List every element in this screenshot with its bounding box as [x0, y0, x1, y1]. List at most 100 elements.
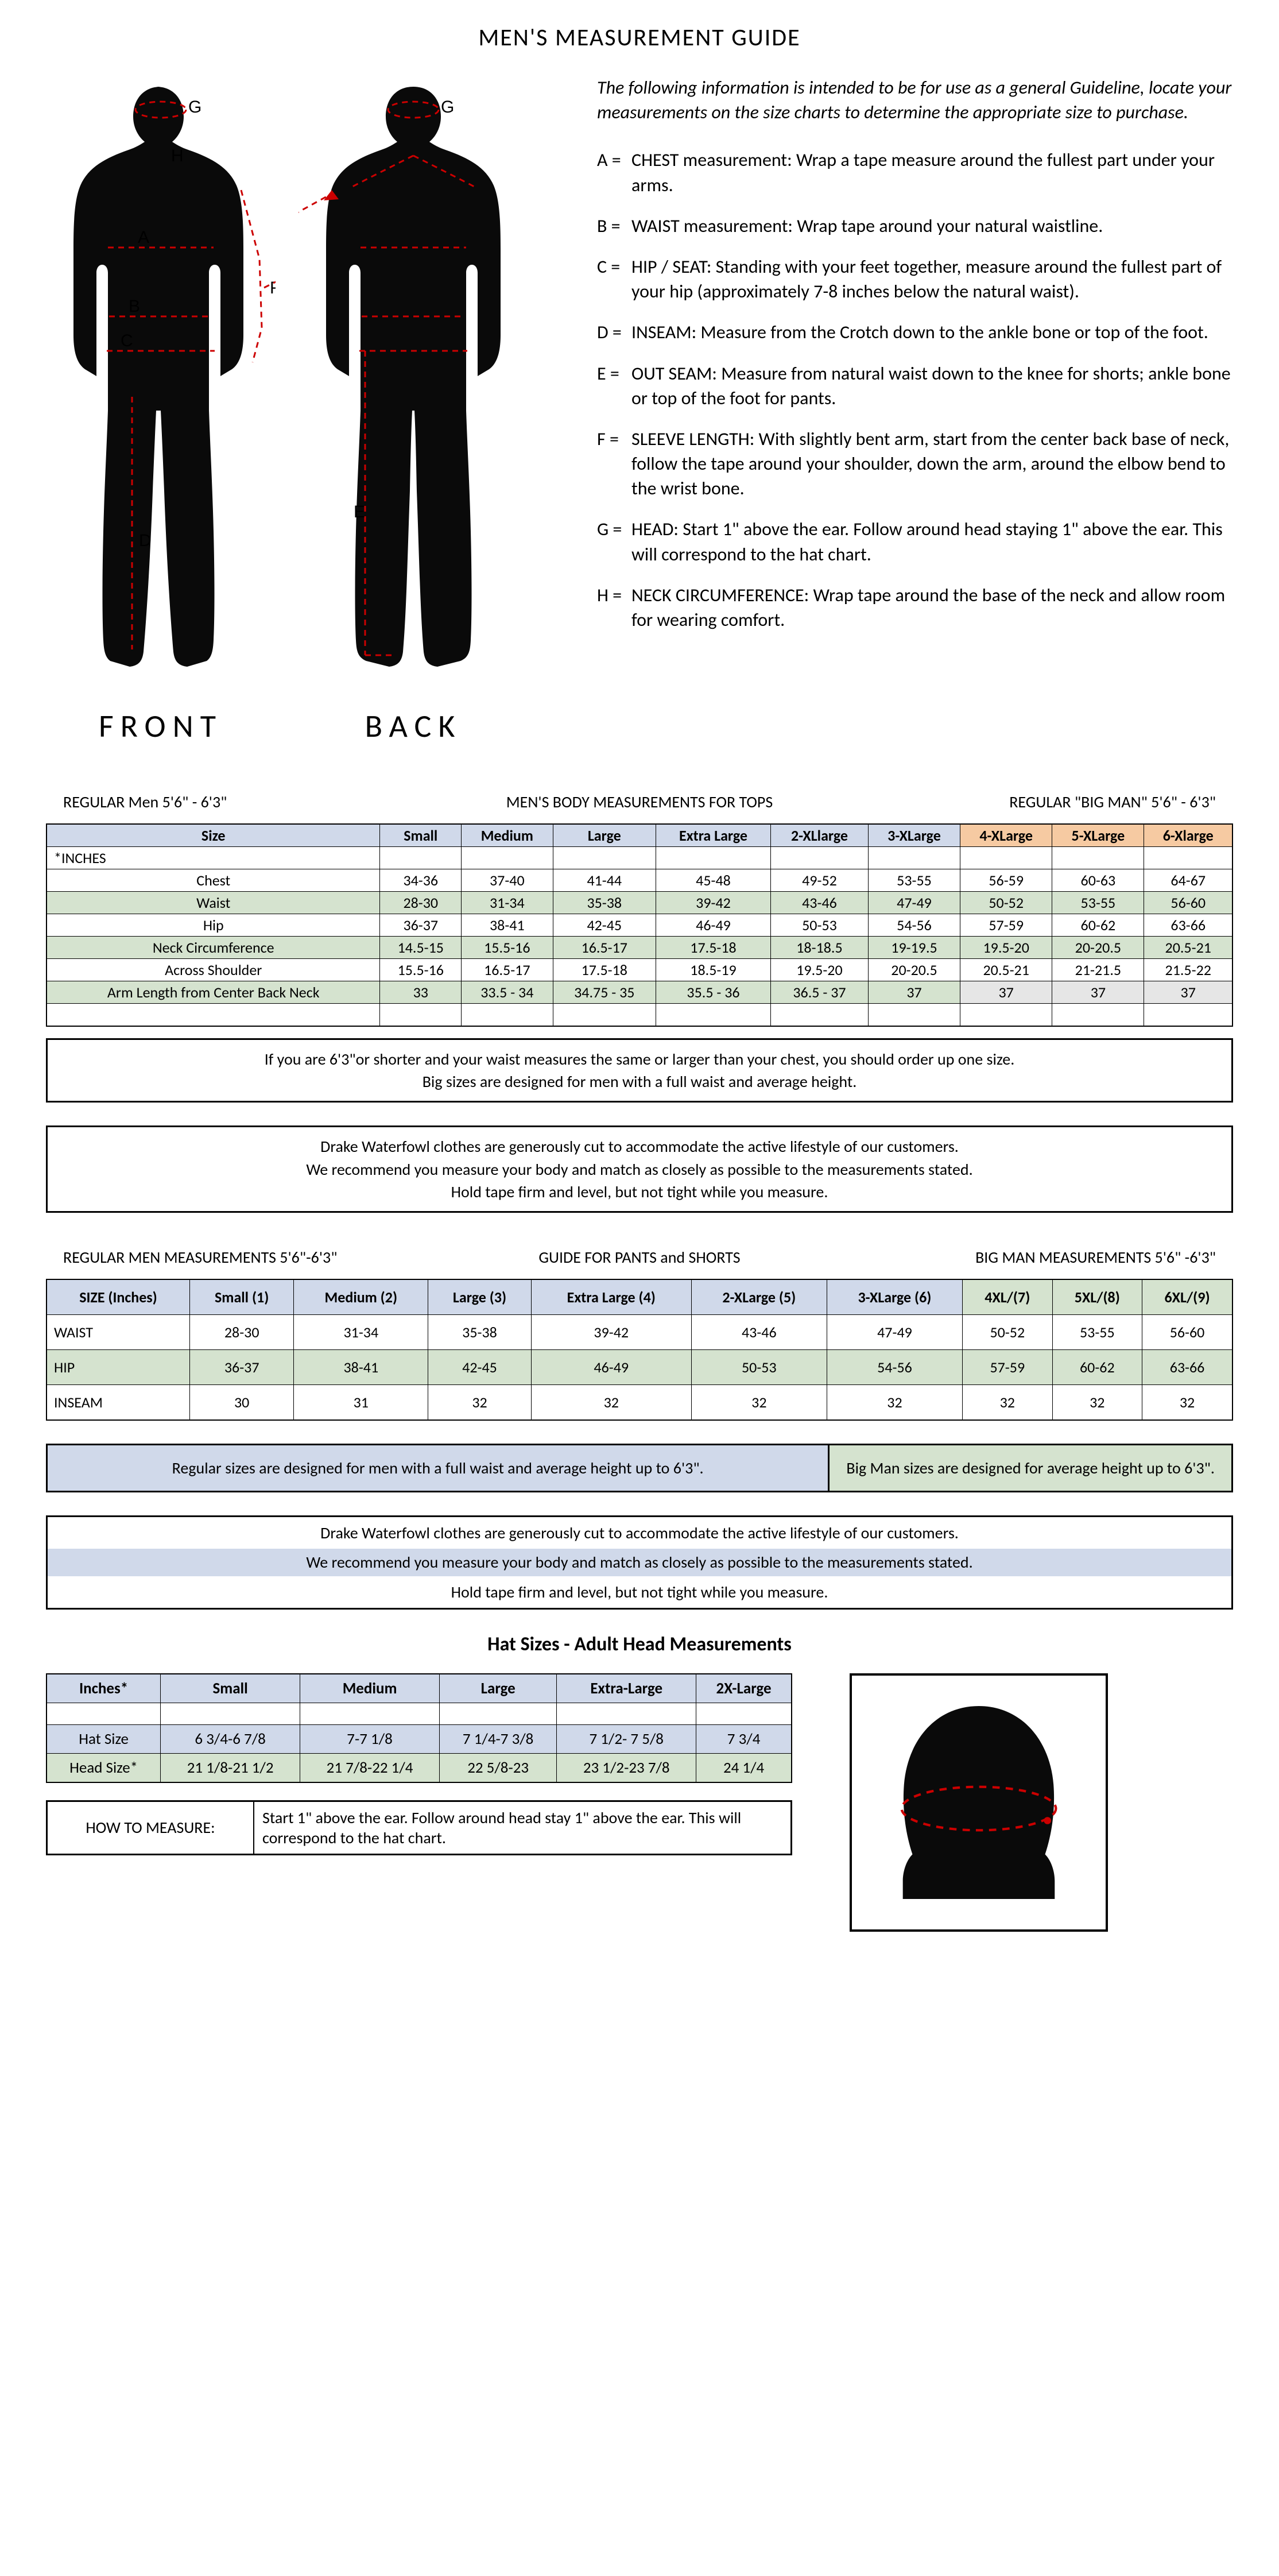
svg-text:F: F — [270, 279, 276, 297]
svg-text:D: D — [139, 531, 152, 550]
instructions: The following information is intended to… — [597, 75, 1233, 746]
hat-head-image — [850, 1673, 1108, 1932]
hat-value-cell: 7 1/4-7 3/8 — [440, 1724, 557, 1753]
hat-value-cell: 24 1/4 — [696, 1753, 792, 1782]
tops-value-cell: 17.5-18 — [553, 959, 656, 981]
note3-line1: Drake Waterfowl clothes are generously c… — [48, 1517, 1231, 1549]
pants-value-cell: 31 — [294, 1384, 428, 1420]
instruction-item: D =INSEAM: Measure from the Crotch down … — [597, 320, 1233, 345]
figure-back-svg: G E — [299, 75, 528, 695]
pants-header-cell: Medium (2) — [294, 1279, 428, 1315]
tops-value-cell: 34.75 - 35 — [553, 981, 656, 1004]
tops-value-cell: 50-53 — [771, 914, 869, 937]
pants-value-cell: 32 — [827, 1384, 962, 1420]
svg-text:C: C — [121, 331, 133, 350]
note-box-2: Drake Waterfowl clothes are generously c… — [46, 1125, 1233, 1213]
pants-value-cell: 42-45 — [428, 1349, 532, 1384]
pants-header-cell: Extra Large (4) — [531, 1279, 691, 1315]
table-row: INSEAM303132323232323232 — [46, 1384, 1233, 1420]
pants-header-cell: 5XL/(8) — [1052, 1279, 1142, 1315]
instruction-key: F = — [597, 427, 631, 501]
instruction-item: H =NECK CIRCUMFERENCE: Wrap tape around … — [597, 583, 1233, 632]
hat-left: Inches*SmallMediumLargeExtra-Large2X-Lar… — [46, 1673, 792, 1855]
tops-value-cell: 37 — [960, 981, 1052, 1004]
tops-value-cell: 49-52 — [771, 869, 869, 892]
tops-measure-cell: Neck Circumference — [46, 937, 380, 959]
pants-value-cell: 47-49 — [827, 1314, 962, 1349]
svg-text:E: E — [354, 502, 365, 521]
tops-label-right: REGULAR "BIG MAN" 5'6" - 6'3" — [832, 792, 1216, 812]
tops-measure-cell: Across Shoulder — [46, 959, 380, 981]
tops-value-cell: 54-56 — [868, 914, 960, 937]
top-section: G H A B C D F FRONT — [46, 75, 1233, 746]
tops-value-cell: 33 — [380, 981, 462, 1004]
tops-value-cell: 57-59 — [960, 914, 1052, 937]
tops-value-cell: 60-63 — [1052, 869, 1144, 892]
instruction-text: CHEST measurement: Wrap a tape measure a… — [631, 148, 1233, 197]
note1-line2: Big sizes are designed for men with a fu… — [59, 1070, 1220, 1093]
svg-text:G: G — [441, 98, 454, 117]
tops-value-cell: 56-60 — [1144, 892, 1233, 914]
page-title: MEN'S MEASUREMENT GUIDE — [46, 23, 1233, 52]
hat-header-cell: Extra-Large — [557, 1674, 696, 1703]
pants-header-cell: 3-XLarge (6) — [827, 1279, 962, 1315]
instruction-key: H = — [597, 583, 631, 632]
tops-value-cell: 34-36 — [380, 869, 462, 892]
tops-inches-label: *INCHES — [46, 847, 380, 869]
tops-value-cell: 15.5-16 — [380, 959, 462, 981]
note2-line2: We recommend you measure your body and m… — [59, 1158, 1220, 1181]
tops-value-cell: 64-67 — [1144, 869, 1233, 892]
pants-value-cell: 28-30 — [189, 1314, 293, 1349]
tops-labels: REGULAR Men 5'6" - 6'3" MEN'S BODY MEASU… — [63, 792, 1216, 812]
instruction-item: F =SLEEVE LENGTH: With slightly bent arm… — [597, 427, 1233, 501]
instruction-key: A = — [597, 148, 631, 197]
tops-value-cell: 37 — [868, 981, 960, 1004]
pants-header-cell: 4XL/(7) — [963, 1279, 1053, 1315]
table-row: Head Size*21 1/8-21 1/221 7/8-22 1/422 5… — [46, 1753, 792, 1782]
tops-label-left: REGULAR Men 5'6" - 6'3" — [63, 792, 447, 812]
pants-value-cell: 57-59 — [963, 1349, 1053, 1384]
hat-value-cell: 7 1/2- 7 5/8 — [557, 1724, 696, 1753]
tops-value-cell: 33.5 - 34 — [462, 981, 553, 1004]
hat-value-cell: 7 3/4 — [696, 1724, 792, 1753]
tops-value-cell: 16.5-17 — [462, 959, 553, 981]
pants-value-cell: 50-53 — [691, 1349, 827, 1384]
figure-front-svg: G H A B C D F — [46, 75, 276, 695]
tops-value-cell: 15.5-16 — [462, 937, 553, 959]
tops-value-cell: 37 — [1144, 981, 1233, 1004]
hat-header-cell: Medium — [300, 1674, 440, 1703]
pants-value-cell: 39-42 — [531, 1314, 691, 1349]
table-row: Hip36-3738-4142-4546-4950-5354-5657-5960… — [46, 914, 1233, 937]
table-row: WAIST28-3031-3435-3839-4243-4647-4950-52… — [46, 1314, 1233, 1349]
svg-text:A: A — [138, 228, 149, 247]
split-note-right: Big Man sizes are designed for average h… — [830, 1445, 1231, 1491]
tops-value-cell: 43-46 — [771, 892, 869, 914]
instruction-text: HIP / SEAT: Standing with your feet toge… — [631, 254, 1233, 304]
pants-header-cell: Large (3) — [428, 1279, 532, 1315]
tops-value-cell: 14.5-15 — [380, 937, 462, 959]
instruction-text: INSEAM: Measure from the Crotch down to … — [631, 320, 1233, 345]
instruction-key: B = — [597, 214, 631, 238]
tops-measure-cell: Hip — [46, 914, 380, 937]
tops-value-cell: 39-42 — [656, 892, 771, 914]
pants-measure-cell: HIP — [46, 1349, 189, 1384]
tops-value-cell: 31-34 — [462, 892, 553, 914]
tops-value-cell: 37 — [1052, 981, 1144, 1004]
pants-value-cell: 32 — [428, 1384, 532, 1420]
hat-header-cell: Inches* — [46, 1674, 161, 1703]
hat-value-cell: 22 5/8-23 — [440, 1753, 557, 1782]
pants-value-cell: 36-37 — [189, 1349, 293, 1384]
tops-value-cell: 19.5-20 — [960, 937, 1052, 959]
table-row: Across Shoulder15.5-1616.5-1717.5-1818.5… — [46, 959, 1233, 981]
pants-header-cell: SIZE (Inches) — [46, 1279, 189, 1315]
note3-line2: We recommend you measure your body and m… — [48, 1549, 1231, 1576]
hat-measure-cell: Hat Size — [46, 1724, 161, 1753]
pants-header-cell: 6XL/(9) — [1142, 1279, 1233, 1315]
table-row: Arm Length from Center Back Neck3333.5 -… — [46, 981, 1233, 1004]
hat-table: Inches*SmallMediumLargeExtra-Large2X-Lar… — [46, 1673, 792, 1783]
note-box-3: Drake Waterfowl clothes are generously c… — [46, 1515, 1233, 1610]
pants-header-cell: 2-XLarge (5) — [691, 1279, 827, 1315]
hat-header-cell: 2X-Large — [696, 1674, 792, 1703]
howto-label: HOW TO MEASURE: — [48, 1802, 254, 1854]
tops-value-cell: 21-21.5 — [1052, 959, 1144, 981]
